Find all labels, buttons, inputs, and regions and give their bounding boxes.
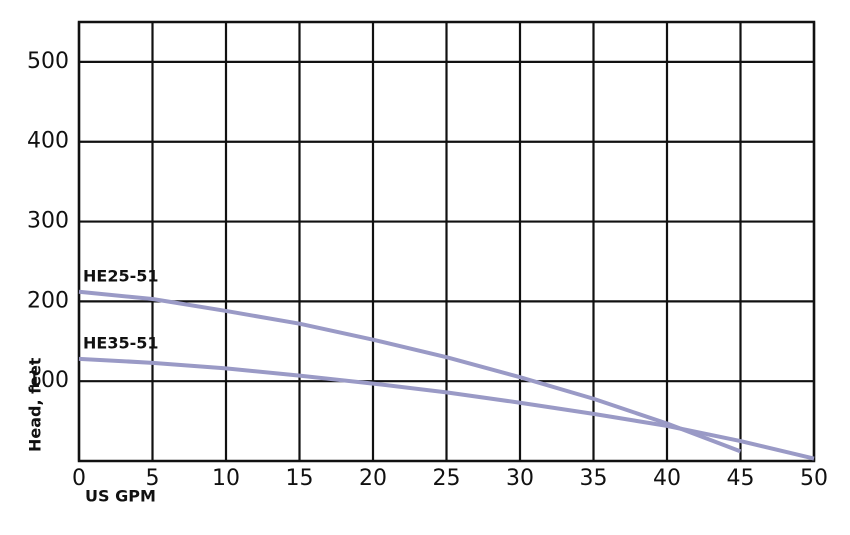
series-line <box>78 289 742 454</box>
x-tick-label: 35 <box>580 466 608 491</box>
y-tick-label: 200 <box>27 288 69 313</box>
x-tick-label: 50 <box>800 466 828 491</box>
x-tick-label: 40 <box>653 466 681 491</box>
series-line <box>78 356 815 461</box>
y-tick-label: 500 <box>27 49 69 74</box>
x-tick-label: 5 <box>146 466 160 491</box>
y-tick-label: 300 <box>27 209 69 234</box>
x-tick-label: 30 <box>506 466 534 491</box>
series-label: HE25-51 <box>83 266 159 285</box>
x-axis-label: US GPM <box>85 487 156 506</box>
y-tick-label: 100 <box>27 368 69 393</box>
x-tick-label: 15 <box>286 466 314 491</box>
x-tick-label: 20 <box>359 466 387 491</box>
y-tick-label: 400 <box>27 129 69 154</box>
series-label: HE35-51 <box>83 333 159 352</box>
x-tick-label: 0 <box>72 466 86 491</box>
x-tick-label: 45 <box>727 466 755 491</box>
x-tick-label: 25 <box>433 466 461 491</box>
x-tick-label: 10 <box>212 466 240 491</box>
y-axis-label: Head, feet <box>26 357 45 452</box>
